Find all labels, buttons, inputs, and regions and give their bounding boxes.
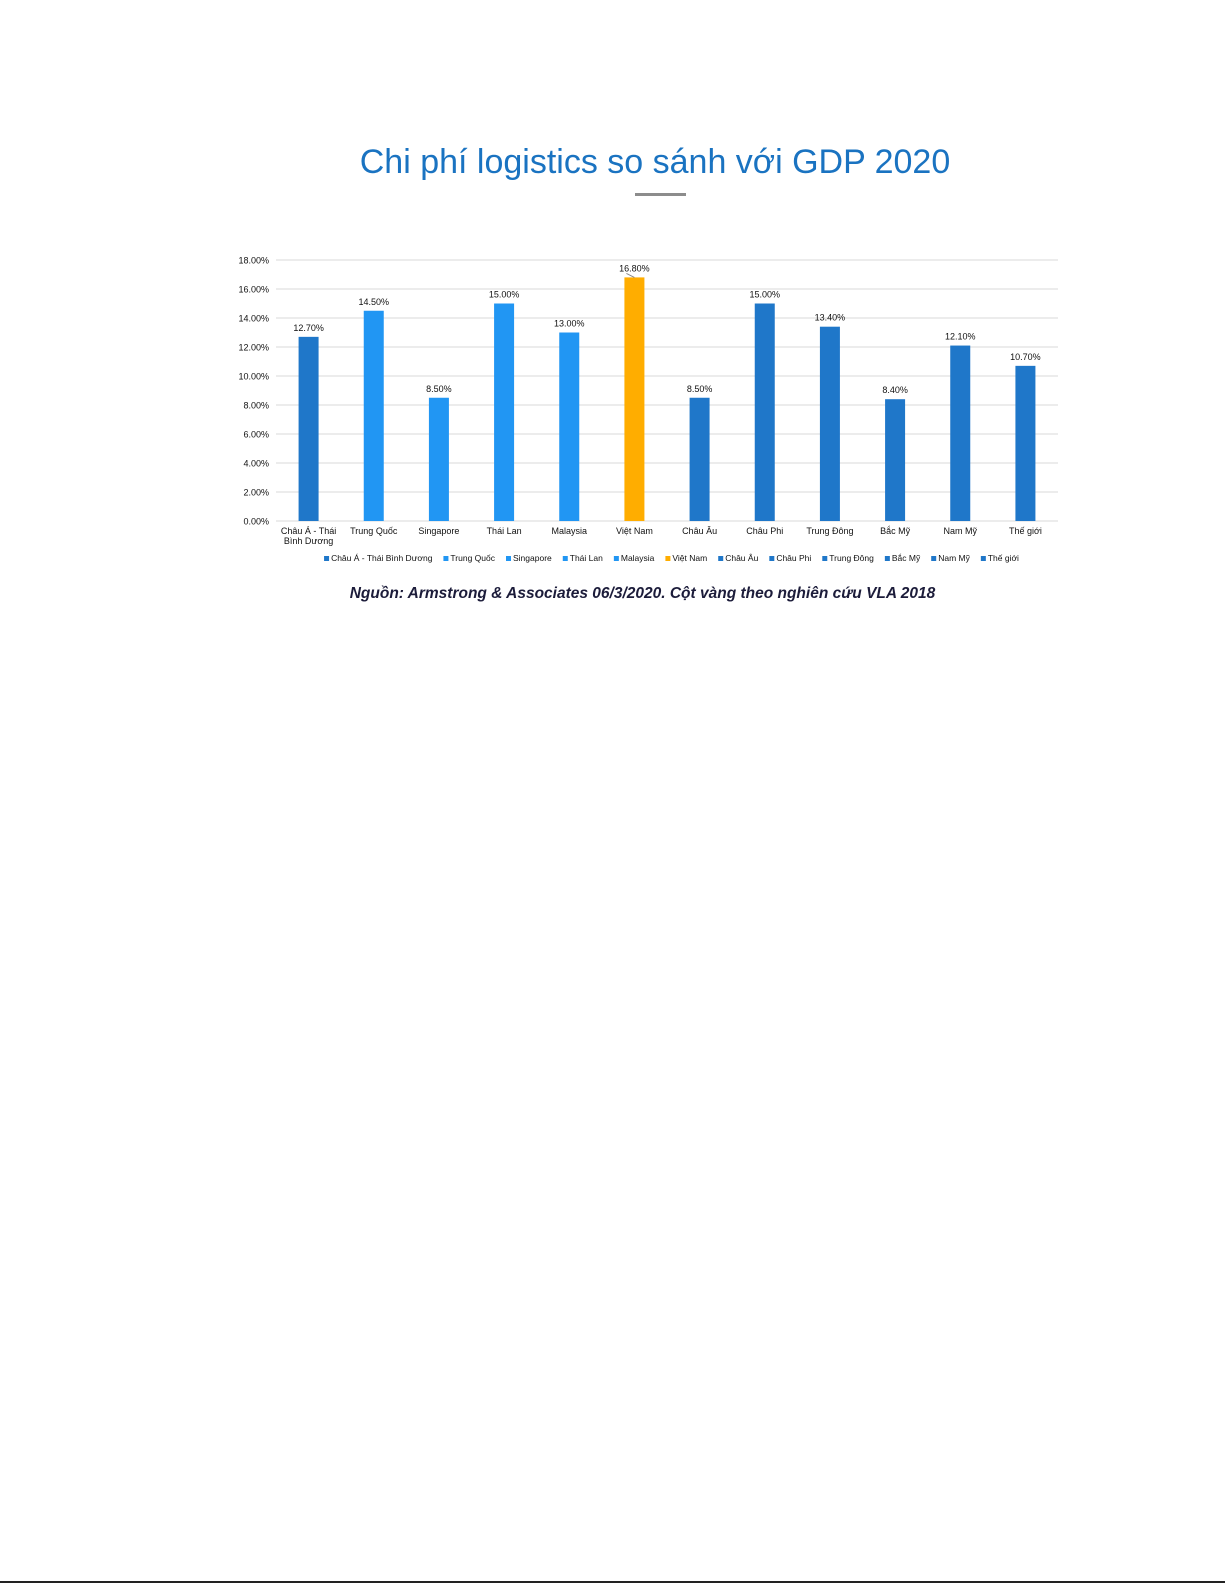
legend-swatch xyxy=(506,556,511,561)
y-tick-label: 16.00% xyxy=(238,285,269,295)
y-tick-label: 6.00% xyxy=(243,430,269,440)
legend-label: Singapore xyxy=(513,553,552,563)
bar xyxy=(689,397,710,521)
data-label: 8.50% xyxy=(687,384,713,394)
x-tick-label: Thái Lan xyxy=(487,526,522,536)
data-label: 14.50% xyxy=(358,297,389,307)
bar xyxy=(819,326,840,521)
bar xyxy=(494,303,515,521)
bar xyxy=(1015,365,1036,521)
y-tick-label: 14.00% xyxy=(238,314,269,324)
legend-item: Trung Đông xyxy=(822,553,874,563)
bar xyxy=(754,303,775,521)
y-tick-label: 18.00% xyxy=(238,256,269,266)
legend-label: Nam Mỹ xyxy=(938,553,970,563)
x-tick-label: Việt Nam xyxy=(616,526,653,536)
data-label: 15.00% xyxy=(749,290,780,300)
y-tick-label: 8.00% xyxy=(243,401,269,411)
bar xyxy=(363,310,384,521)
legend-item: Trung Quốc xyxy=(443,553,496,563)
x-tick-label: Trung Quốc xyxy=(350,526,398,536)
legend-label: Châu Âu xyxy=(725,553,758,563)
legend-item: Châu Âu xyxy=(718,553,759,563)
x-tick-label: Malaysia xyxy=(551,526,587,536)
legend-item: Bắc Mỹ xyxy=(884,553,921,563)
legend-item: Malaysia xyxy=(613,553,655,563)
legend-label: Châu Á - Thái Bình Dương xyxy=(331,553,433,563)
bar xyxy=(559,332,580,521)
legend-swatch xyxy=(665,556,671,561)
data-label: 16.80% xyxy=(619,263,650,273)
legend-swatch xyxy=(324,556,330,561)
legend-label: Bắc Mỹ xyxy=(892,553,921,563)
y-tick-label: 4.00% xyxy=(243,459,269,469)
legend-label: Châu Phi xyxy=(776,553,811,563)
x-tick-label: Singapore xyxy=(418,526,459,536)
x-tick-label: Châu Phi xyxy=(746,526,783,536)
y-tick-label: 2.00% xyxy=(243,488,269,498)
page-title: Chi phí logistics so sánh với GDP 2020 xyxy=(359,143,951,181)
page-bottom-rule xyxy=(0,1581,1225,1583)
bar xyxy=(950,345,971,521)
x-tick-label: Nam Mỹ xyxy=(944,526,978,536)
legend-label: Thái Lan xyxy=(570,553,603,563)
y-tick-label: 10.00% xyxy=(238,372,269,382)
legend-item: Châu Phi xyxy=(769,553,811,563)
legend-item: Thái Lan xyxy=(562,553,603,563)
x-tick-label: Bắc Mỹ xyxy=(880,526,911,536)
x-tick-label: Thế giới xyxy=(1009,526,1042,536)
legend-item: Việt Nam xyxy=(665,553,707,563)
bar xyxy=(428,397,449,521)
legend-swatch xyxy=(980,556,986,561)
data-label: 12.70% xyxy=(293,323,324,333)
x-tick-label: Châu Á - Thái xyxy=(281,526,336,536)
legend-swatch xyxy=(613,556,619,561)
source-note: Nguồn: Armstrong & Associates 06/3/2020.… xyxy=(349,585,936,602)
legend-item: Châu Á - Thái Bình Dương xyxy=(324,553,433,563)
data-label: 15.00% xyxy=(489,290,520,300)
bar xyxy=(885,399,906,521)
y-tick-label: 0.00% xyxy=(243,517,269,527)
legend-swatch xyxy=(562,556,568,561)
x-tick-label: Trung Đông xyxy=(806,526,853,536)
data-label: 13.40% xyxy=(815,313,846,323)
data-label: 10.70% xyxy=(1010,352,1041,362)
legend-item: Singapore xyxy=(506,553,552,563)
legend-item: Nam Mỹ xyxy=(931,553,971,563)
data-label: 13.00% xyxy=(554,319,585,329)
legend-swatch xyxy=(931,556,937,561)
bar-chart: 0.00% 2.00% 4.00% 6.00% 8.00% 10.00% 12.00% 14.… xyxy=(238,256,1058,563)
legend-swatch xyxy=(822,556,828,561)
legend-label: Trung Đông xyxy=(829,553,874,563)
legend-swatch xyxy=(718,556,724,561)
data-label: 8.40% xyxy=(882,385,908,395)
data-label-leader xyxy=(626,272,635,278)
bar xyxy=(624,277,645,521)
bar xyxy=(298,336,319,521)
legend-label: Trung Quốc xyxy=(450,553,495,563)
legend-label: Thế giới xyxy=(988,553,1019,563)
title-underline xyxy=(635,193,686,196)
legend-swatch xyxy=(443,556,449,561)
legend-label: Malaysia xyxy=(621,553,655,563)
data-label: 8.50% xyxy=(426,384,452,394)
legend-item: Thế giới xyxy=(980,553,1019,563)
x-tick-label: Bình Dương xyxy=(284,536,333,546)
legend-swatch xyxy=(769,556,775,561)
legend-swatch xyxy=(884,556,890,561)
x-tick-label: Châu Âu xyxy=(682,526,717,536)
data-label: 12.10% xyxy=(945,332,976,342)
y-tick-label: 12.00% xyxy=(238,343,269,353)
legend-label: Việt Nam xyxy=(672,553,707,563)
